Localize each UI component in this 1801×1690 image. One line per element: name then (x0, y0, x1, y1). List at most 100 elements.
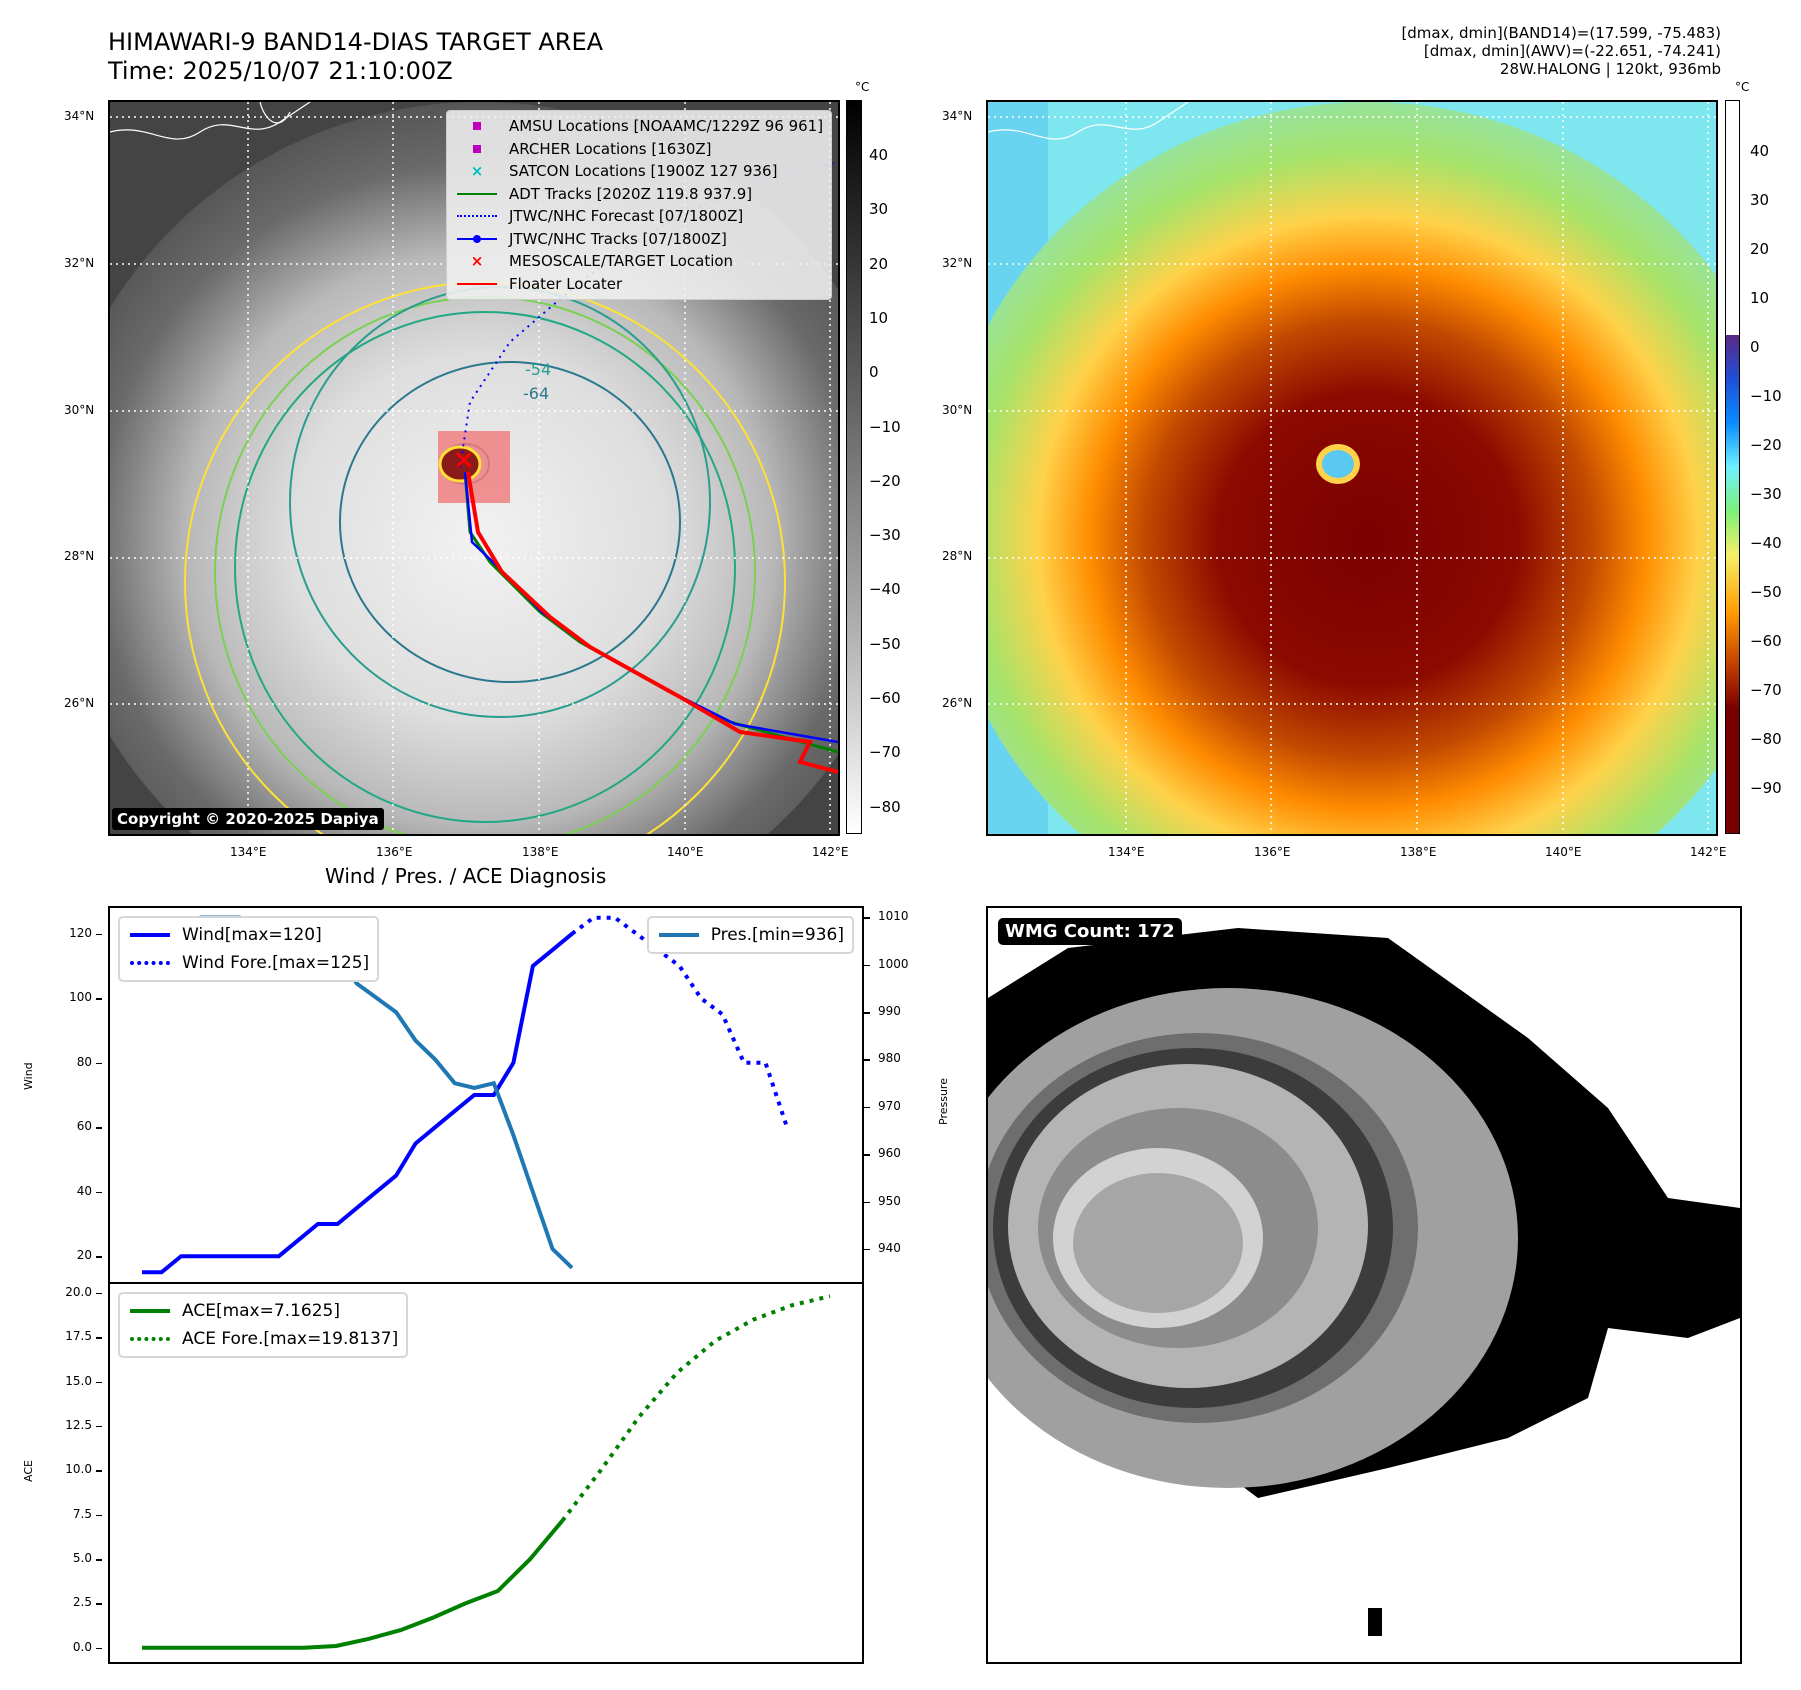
pressure-axis-label: Pressure (937, 1078, 950, 1125)
legend-pressure: Pres.[min=936] (657, 921, 844, 949)
ace-legend: ACE[max=7.1625] ACE Fore.[max=19.8137] (118, 1292, 409, 1358)
ace-tick: 0.0 (72, 1639, 92, 1654)
legend-label: JTWC/NHC Forecast [07/1800Z] (509, 207, 744, 226)
title-time: Time: 2025/10/07 21:10:00Z (108, 57, 453, 85)
pressure-tick: 950 (878, 1193, 901, 1208)
tick-mark (864, 1154, 870, 1156)
legend-wind-forecast: Wind Fore.[max=125] (128, 949, 369, 977)
lat-tick: 32°N (64, 256, 95, 270)
colorbar-tick: 10 (1750, 289, 1770, 307)
wmg-grid-image (988, 908, 1740, 1662)
colorbar-tick: 30 (1750, 191, 1770, 209)
colorbar-tick: −90 (1750, 779, 1782, 797)
colorbar-tick: −80 (1750, 730, 1782, 748)
lon-tick: 134°E (230, 845, 267, 859)
lon-tick: 140°E (1545, 845, 1582, 859)
legend-label: Wind Fore.[max=125] (182, 953, 370, 973)
wind-tick: 80 (76, 1054, 92, 1069)
lon-tick: 142°E (812, 845, 849, 859)
legend-label: MESOSCALE/TARGET Location (509, 252, 734, 271)
colorbar-tick: −20 (1750, 436, 1782, 454)
colorbar-tick: 10 (869, 308, 889, 327)
colorbar-tick: 40 (869, 146, 889, 164)
colorbar-unit: °C (855, 80, 870, 94)
lon-tick: 142°E (1690, 845, 1727, 859)
line-dot-icon (455, 234, 499, 243)
pressure-tick: 960 (878, 1146, 901, 1161)
legend-label: Floater Locater (509, 274, 623, 293)
ir-color-image (988, 102, 1716, 834)
lat-tick: 32°N (942, 256, 973, 270)
legend-amsu: AMSU Locations [NOAAMC/1229Z 96 961] (455, 115, 823, 138)
legend-label: ADT Tracks [2020Z 119.8 937.9] (509, 184, 753, 203)
tick-mark (96, 1559, 102, 1561)
tick-mark (96, 1381, 102, 1384)
tick-mark (96, 998, 102, 1000)
dotted-line-icon (128, 961, 172, 965)
lat-tick: 28°N (942, 549, 973, 563)
ace-tick: 2.5 (72, 1595, 92, 1610)
ace-tick: 7.5 (72, 1506, 92, 1521)
dotted-line-icon (455, 215, 499, 218)
contour-label: -54 (525, 360, 552, 379)
ace-series-line-0 (142, 1519, 564, 1650)
colorbar-tick: 0 (869, 363, 879, 382)
ir-grayscale-map[interactable]: × AMSU Locations [NOAAMC/1229Z 96 961] A… (108, 100, 840, 836)
wind-tick: 40 (76, 1183, 92, 1198)
tick-mark (96, 1191, 102, 1194)
lon-tick: 134°E (1108, 845, 1145, 859)
colorbar-tick: 20 (1750, 240, 1770, 258)
gray-colorbar (846, 100, 862, 834)
ir-color-map[interactable] (986, 100, 1718, 836)
colorbar-tick: −60 (869, 689, 901, 707)
color-colorbar (1725, 100, 1740, 834)
legend-archer: ARCHER Locations [1630Z] (455, 138, 823, 161)
lat-tick: 26°N (64, 696, 95, 710)
square-marker-icon (455, 144, 499, 153)
solid-line-icon (128, 1309, 172, 1313)
colorbar-tick: −50 (1750, 583, 1782, 601)
tick-mark (96, 1256, 102, 1258)
tick-mark (96, 1127, 102, 1129)
colorbar-tick: −10 (869, 417, 901, 436)
storm-info: [dmax, dmin](BAND14)=(17.599, -75.483) [… (1401, 24, 1721, 78)
lat-tick: 34°N (942, 109, 973, 123)
colorbar-tick: −80 (869, 797, 901, 816)
colorbar-tick: −10 (1750, 387, 1782, 405)
legend-label: ARCHER Locations [1630Z] (509, 139, 712, 158)
colorbar-tick: −30 (1750, 485, 1782, 503)
colorbar-tick: 0 (1750, 338, 1760, 356)
tick-mark (864, 1059, 870, 1061)
title-line-1: HIMAWARI-9 BAND14-DIAS TARGET AREA (108, 28, 604, 56)
tick-mark (96, 1425, 102, 1428)
solid-line-icon (657, 933, 701, 937)
square-marker-icon (455, 122, 499, 131)
pressure-tick: 980 (878, 1051, 901, 1066)
x-marker-icon: × (470, 162, 484, 181)
wind-pressure-chart: Wind[max=120] Wind Fore.[max=125] Pres.[… (108, 906, 864, 1284)
ace-plot (142, 1294, 831, 1650)
legend-label: Wind[max=120] (182, 925, 322, 945)
ace-tick: 5.0 (72, 1551, 92, 1566)
lon-tick: 136°E (1254, 845, 1291, 859)
legend-floater: Floater Locater (455, 273, 823, 296)
tick-mark (864, 1012, 870, 1014)
pressure-tick: 1000 (878, 956, 909, 971)
tick-mark (864, 964, 870, 967)
tick-mark (96, 1337, 102, 1339)
diagnosis-title: Wind / Pres. / ACE Diagnosis (325, 864, 607, 888)
lat-tick: 34°N (64, 109, 95, 123)
legend-label: Pres.[min=936] (710, 925, 844, 945)
colorbar-tick: −70 (1750, 681, 1782, 699)
colorbar-tick: −50 (869, 634, 901, 653)
tick-mark (96, 1647, 102, 1650)
ace-tick: 12.5 (65, 1417, 92, 1432)
lon-tick: 140°E (667, 845, 704, 859)
tick-mark (96, 1292, 102, 1295)
colorbar-tick: −40 (869, 580, 901, 599)
figure-title: HIMAWARI-9 BAND14-DIAS TARGET AREA Time:… (108, 28, 603, 86)
lon-tick: 138°E (522, 845, 559, 859)
pressure-tick: 1010 (878, 909, 909, 924)
legend-forecast: JTWC/NHC Forecast [07/1800Z] (455, 205, 823, 228)
colorbar-unit: °C (1735, 80, 1750, 94)
